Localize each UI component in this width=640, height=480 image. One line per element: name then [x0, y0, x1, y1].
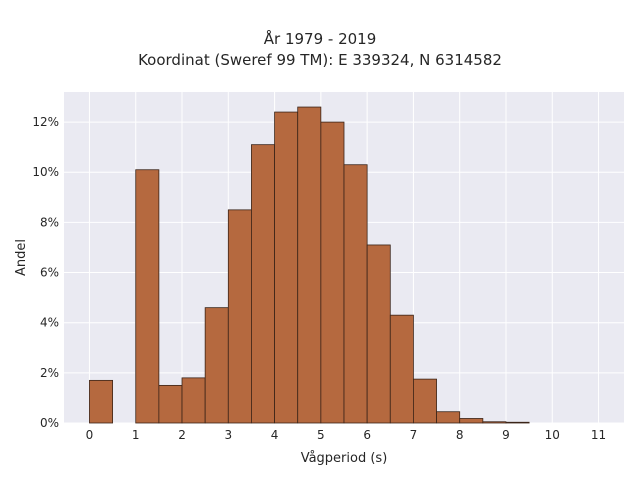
x-tick-labels: 0 1 2 3 4 5 6 7 8 9 10 11 — [86, 428, 607, 442]
x-tick-label: 2 — [178, 428, 186, 442]
histogram-bar — [204, 307, 229, 424]
histogram-bar — [413, 378, 437, 424]
y-tick-label: 8% — [40, 215, 59, 229]
histogram-bar — [227, 209, 252, 424]
histogram-bar — [251, 144, 275, 424]
histogram-bar — [135, 169, 160, 424]
histogram-bar — [181, 377, 206, 424]
chart-title-line-2: Koordinat (Sweref 99 TM): E 339324, N 63… — [138, 51, 502, 69]
x-tick-label: 5 — [317, 428, 325, 442]
x-tick-label: 11 — [591, 428, 606, 442]
histogram-bar — [274, 111, 299, 424]
histogram-bar — [89, 379, 113, 424]
y-tick-label: 10% — [32, 165, 59, 179]
x-axis-label: Vågperiod (s) — [301, 451, 388, 466]
y-tick-label: 12% — [32, 115, 59, 129]
x-tick-label: 7 — [410, 428, 418, 442]
x-tick-label: 8 — [456, 428, 464, 442]
y-tick-label: 6% — [40, 266, 59, 280]
histogram-bar — [436, 411, 461, 424]
chart-title-line-1: År 1979 - 2019 — [263, 30, 377, 48]
histogram-bar — [320, 121, 345, 424]
y-tick-label: 0% — [40, 416, 59, 430]
y-tick-labels: 0% 2% 4% 6% 8% 10% 12% — [32, 115, 59, 430]
x-tick-label: 3 — [224, 428, 232, 442]
y-axis-label: Andel — [14, 239, 29, 276]
histogram-bar — [366, 244, 391, 424]
histogram-bar — [459, 418, 484, 424]
y-tick-label: 4% — [40, 316, 59, 330]
histogram-bar — [482, 421, 507, 424]
x-tick-label: 9 — [502, 428, 510, 442]
histogram-bar — [389, 314, 414, 424]
y-tick-label: 2% — [40, 366, 59, 380]
x-tick-label: 0 — [86, 428, 94, 442]
x-tick-label: 6 — [363, 428, 371, 442]
x-tick-label: 1 — [132, 428, 140, 442]
histogram-bars — [89, 106, 530, 424]
histogram-bar — [343, 164, 368, 424]
histogram-bar — [505, 421, 530, 424]
histogram-bar — [297, 106, 322, 424]
histogram-bar — [158, 384, 183, 424]
x-tick-label: 10 — [545, 428, 560, 442]
x-tick-label: 4 — [271, 428, 279, 442]
